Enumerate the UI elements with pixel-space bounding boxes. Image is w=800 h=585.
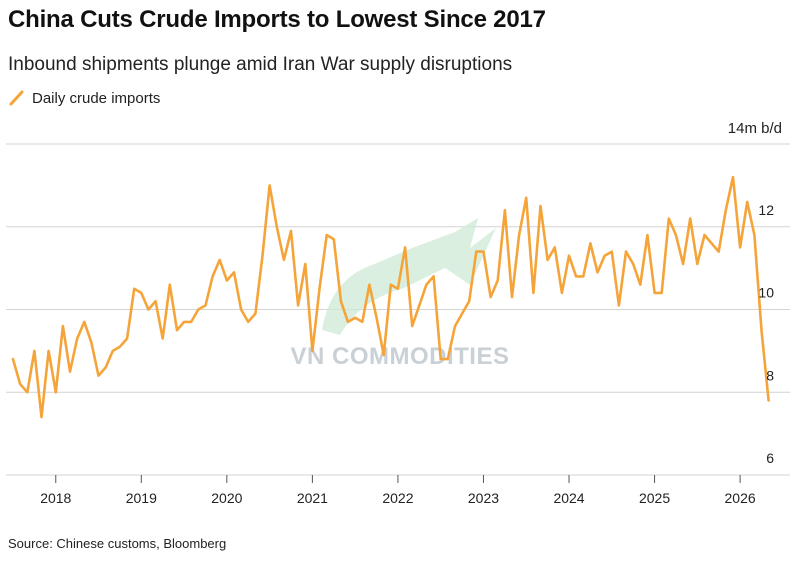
legend: Daily crude imports <box>8 88 160 108</box>
y-axis-unit-label: 14m b/d <box>727 120 782 137</box>
x-tick-label-2024: 2024 <box>553 490 584 506</box>
y-tick-label-6: 6 <box>766 450 774 466</box>
y-tick-label-8: 8 <box>766 367 774 383</box>
legend-label: Daily crude imports <box>32 89 161 107</box>
source-note: Source: Chinese customs, Bloomberg <box>8 536 227 551</box>
x-tick-label-2018: 2018 <box>40 490 71 506</box>
series-layer <box>11 175 770 419</box>
x-tick-label-2023: 2023 <box>468 490 499 506</box>
y-tick-label-10: 10 <box>758 285 774 301</box>
series-line-0 <box>11 175 770 419</box>
y-tick-label-12: 12 <box>758 202 774 218</box>
x-tick-label-2019: 2019 <box>126 490 157 506</box>
watermark-text: VN COMMODITIES <box>290 343 509 370</box>
y-axis-ticks: 6 8 10 12 <box>758 202 774 466</box>
chart-title: China Cuts Crude Imports to Lowest Since… <box>8 6 546 33</box>
x-tick-label-2025: 2025 <box>639 490 670 506</box>
watermark-layer: VN COMMODITIES <box>290 218 509 370</box>
legend-line-swatch-icon <box>9 90 24 106</box>
chart-subtitle: Inbound shipments plunge amid Iran War s… <box>8 54 513 75</box>
x-tick-label-2022: 2022 <box>382 490 413 506</box>
x-tick-label-2021: 2021 <box>297 490 328 506</box>
gridlines <box>6 143 790 476</box>
x-tick-label-2020: 2020 <box>211 490 242 506</box>
x-tick-label-2026: 2026 <box>725 490 756 506</box>
x-axis-ticks: 2018 2019 2020 2021 2022 2023 2024 2025 2026 <box>40 475 756 506</box>
